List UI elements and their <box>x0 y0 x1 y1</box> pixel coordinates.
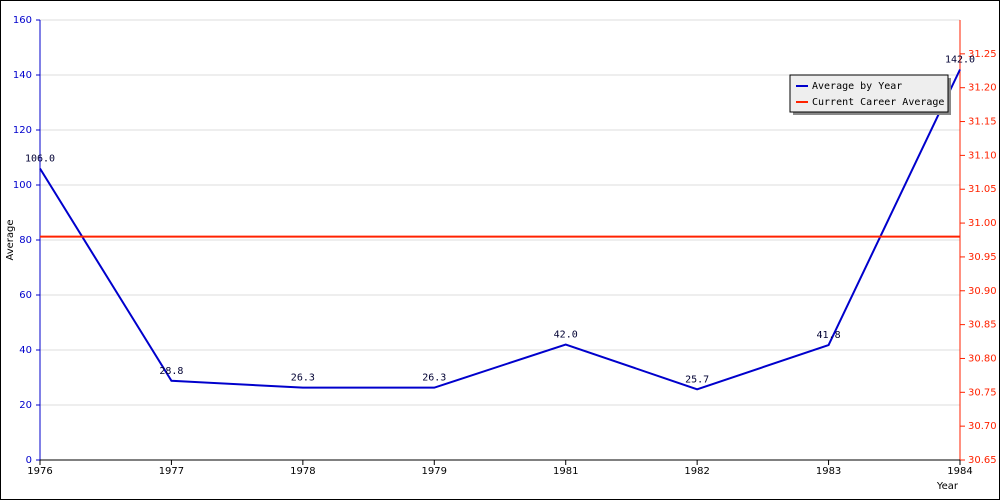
y2-tick-label: 30.90 <box>968 286 997 297</box>
y-tick-label: 100 <box>13 180 32 191</box>
y-tick-label: 120 <box>13 125 32 136</box>
x-tick-label: 1984 <box>947 466 972 477</box>
y2-tick-label: 30.80 <box>968 353 997 364</box>
y-axis-label: Average <box>5 219 16 260</box>
y-tick-label: 40 <box>19 345 32 356</box>
x-axis-label: Year <box>936 481 959 492</box>
data-label: 42.0 <box>554 330 578 341</box>
y2-tick-label: 30.95 <box>968 252 997 263</box>
y-tick-label: 0 <box>26 455 32 466</box>
y2-tick-label: 30.75 <box>968 387 997 398</box>
x-tick-label: 1982 <box>684 466 709 477</box>
y2-tick-label: 31.25 <box>968 49 997 60</box>
y2-tick-label: 31.15 <box>968 117 997 128</box>
y2-tick-label: 31.00 <box>968 218 997 229</box>
x-tick-label: 1977 <box>159 466 184 477</box>
data-label: 28.8 <box>159 366 183 377</box>
x-tick-label: 1979 <box>422 466 447 477</box>
data-label: 106.0 <box>25 154 55 165</box>
data-label: 142.0 <box>945 55 975 66</box>
y-tick-label: 20 <box>19 400 32 411</box>
x-tick-label: 1978 <box>290 466 315 477</box>
y2-tick-label: 30.85 <box>968 320 997 331</box>
data-label: 26.3 <box>291 373 315 384</box>
y2-tick-label: 31.05 <box>968 184 997 195</box>
data-label: 25.7 <box>685 374 709 385</box>
y-tick-label: 160 <box>13 15 32 26</box>
y2-tick-label: 30.65 <box>968 455 997 466</box>
legend-label: Current Career Average <box>812 97 944 108</box>
y2-tick-label: 30.70 <box>968 421 997 432</box>
x-tick-label: 1976 <box>27 466 52 477</box>
y-tick-label: 60 <box>19 290 32 301</box>
y2-tick-label: 31.20 <box>968 83 997 94</box>
data-label: 26.3 <box>422 373 446 384</box>
legend-label: Average by Year <box>812 81 902 92</box>
y2-tick-label: 31.10 <box>968 150 997 161</box>
y-tick-label: 140 <box>13 70 32 81</box>
x-tick-label: 1981 <box>553 466 578 477</box>
series-line <box>39 69 961 391</box>
data-label: 41.8 <box>817 330 841 341</box>
x-tick-label: 1983 <box>816 466 841 477</box>
legend-box <box>789 74 949 113</box>
y-tick-label: 80 <box>19 235 32 246</box>
